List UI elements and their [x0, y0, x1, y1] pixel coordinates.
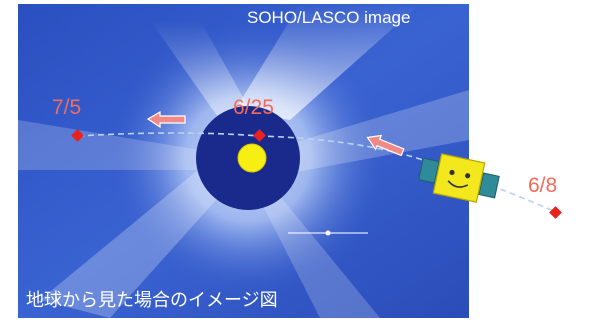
diamond-marker-icon: [549, 206, 562, 219]
spacecraft-eye-left: [449, 169, 455, 176]
star: [325, 230, 331, 236]
spacecraft-eye-right: [465, 173, 471, 179]
spacecraft-body: [432, 153, 486, 203]
spacecraft-smiley-icon: [418, 153, 500, 203]
corona-streamer: [150, 20, 250, 120]
sun-icon: [237, 143, 267, 173]
corona-streamer: [260, 190, 380, 318]
corona-streamer: [40, 160, 225, 318]
spacecraft-smile: [447, 180, 469, 188]
date-label-center: 6/25: [233, 96, 274, 119]
solar-panel-right: [478, 172, 500, 199]
coronagraph-image: [18, 4, 469, 318]
corona-streamer: [270, 90, 469, 175]
image-credit: SOHO/LASCO image: [247, 8, 410, 27]
corona-streamer: [18, 120, 205, 170]
corona-streamer: [235, 4, 420, 120]
left-arrow-icon: [366, 134, 405, 157]
date-label-right: 6/8: [528, 174, 557, 197]
left-arrow-icon: [146, 110, 186, 129]
solar-panel-left: [418, 157, 440, 184]
date-label-left: 7/5: [52, 96, 81, 119]
figure-caption: 地球から見た場合のイメージ図: [26, 290, 278, 311]
diamond-marker-icon: [71, 129, 84, 142]
diamond-marker-icon: [253, 129, 266, 142]
